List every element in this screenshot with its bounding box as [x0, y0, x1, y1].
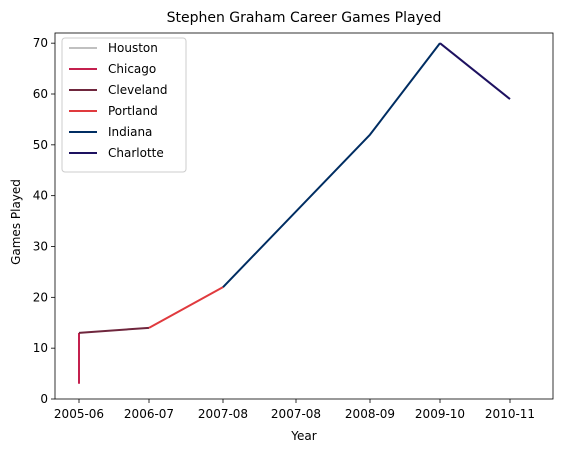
y-axis-label: Games Played — [9, 179, 23, 265]
x-tick-label: 2005-06 — [54, 407, 104, 421]
x-tick-label: 2008-09 — [345, 407, 395, 421]
ticks-layer: 0 10 20 30 40 50 60 70 2005-06 2006-07 2007-08 2007… — [33, 36, 535, 421]
legend-label-portland: Portland — [108, 104, 158, 118]
series-line-charlotte — [439, 42, 511, 100]
series-layer — [78, 42, 511, 384]
x-tick-label: 2007-08 — [198, 407, 248, 421]
x-tick-label: 2009-10 — [415, 407, 465, 421]
y-tick-label: 20 — [33, 290, 48, 304]
y-tick-label: 50 — [33, 138, 48, 152]
legend-label-chicago: Chicago — [108, 62, 156, 76]
series-line-portland — [148, 286, 224, 329]
legend-label-cleveland: Cleveland — [108, 83, 168, 97]
x-tick-label: 2010-11 — [485, 407, 535, 421]
legend-box — [61, 37, 187, 173]
x-tick-label: 2007-08 — [271, 407, 321, 421]
series-line-cleveland — [78, 326, 150, 334]
y-tick-label: 40 — [33, 189, 48, 203]
x-axis-label: Year — [290, 429, 316, 443]
legend: Houston Chicago Cleveland Portland Indiana Ch… — [61, 37, 187, 173]
y-tick-label: 30 — [33, 240, 48, 254]
y-tick-label: 60 — [33, 87, 48, 101]
chart-title: Stephen Graham Career Games Played — [167, 10, 442, 26]
legend-label-houston: Houston — [108, 41, 158, 55]
series-line-indiana — [222, 42, 441, 288]
y-tick-label: 0 — [40, 392, 48, 406]
x-tick-label: 2006-07 — [124, 407, 174, 421]
legend-label-charlotte: Charlotte — [108, 146, 164, 160]
y-tick-label: 70 — [33, 36, 48, 50]
plot-area-frame — [54, 32, 554, 400]
legend-label-indiana: Indiana — [108, 125, 152, 139]
y-tick-label: 10 — [33, 341, 48, 355]
